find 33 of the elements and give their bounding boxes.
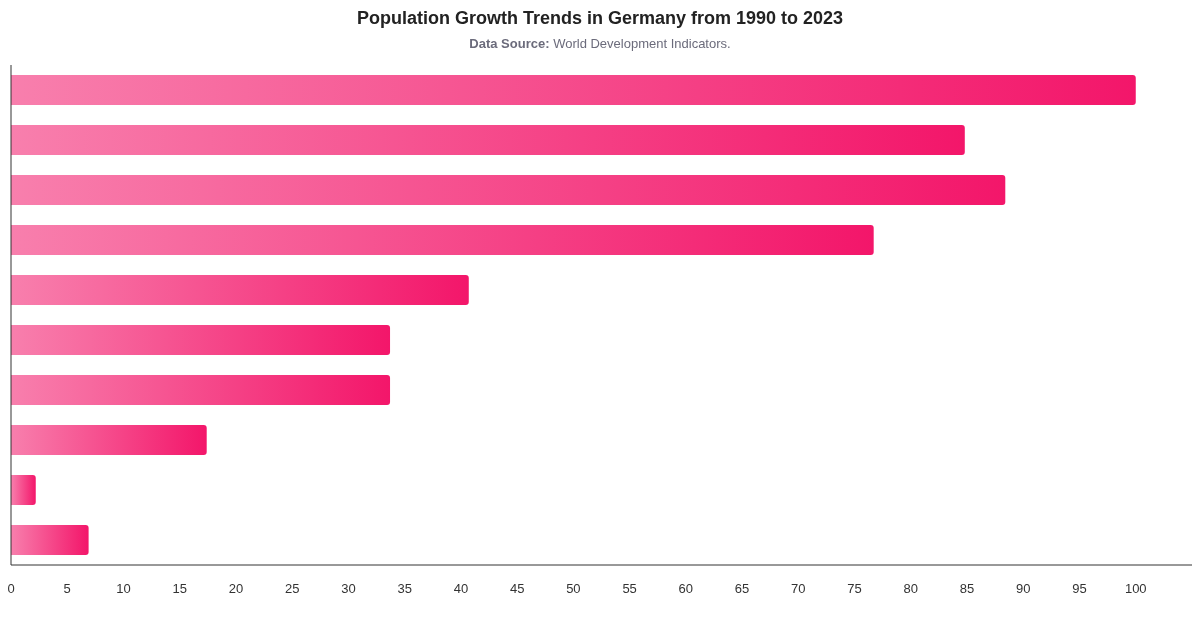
- x-tick-label: 30: [341, 581, 356, 596]
- chart-subtitle: Data Source: World Development Indicators.: [469, 36, 731, 51]
- x-tick-label: 15: [172, 581, 187, 596]
- bar: [11, 525, 89, 555]
- x-tick-label: 50: [566, 581, 581, 596]
- bar: [11, 275, 469, 305]
- bar: [11, 325, 391, 355]
- bar: [11, 75, 1136, 105]
- x-tick-label: 60: [678, 581, 694, 596]
- x-tick-label: 10: [116, 581, 131, 596]
- x-tick-label: 75: [847, 581, 862, 596]
- x-tick-label: 65: [734, 581, 750, 596]
- x-tick-label: 100: [1124, 581, 1147, 596]
- x-tick-label: 80: [903, 581, 919, 596]
- x-tick-label: 95: [1072, 581, 1087, 596]
- chart-title: Population Growth Trends in Germany from 1990 to 2023: [356, 8, 844, 28]
- x-tick-label: 45: [509, 581, 525, 596]
- x-tick-label: 90: [1016, 581, 1031, 596]
- x-tick-label: 25: [284, 581, 300, 596]
- x-tick-label: 40: [453, 581, 469, 596]
- x-tick-label: 70: [791, 581, 806, 596]
- bar: [11, 175, 1006, 205]
- bar: [11, 375, 391, 405]
- x-tick-label: 20: [228, 581, 244, 596]
- bar: [11, 425, 207, 455]
- bar: [11, 225, 874, 255]
- x-tick-label: 55: [622, 581, 637, 596]
- bar: [11, 475, 36, 505]
- x-tick-label: 5: [63, 581, 71, 596]
- x-tick-label: 85: [959, 581, 975, 596]
- x-tick-label: 0: [7, 581, 15, 596]
- bar: [11, 125, 965, 155]
- x-tick-label: 35: [397, 581, 412, 596]
